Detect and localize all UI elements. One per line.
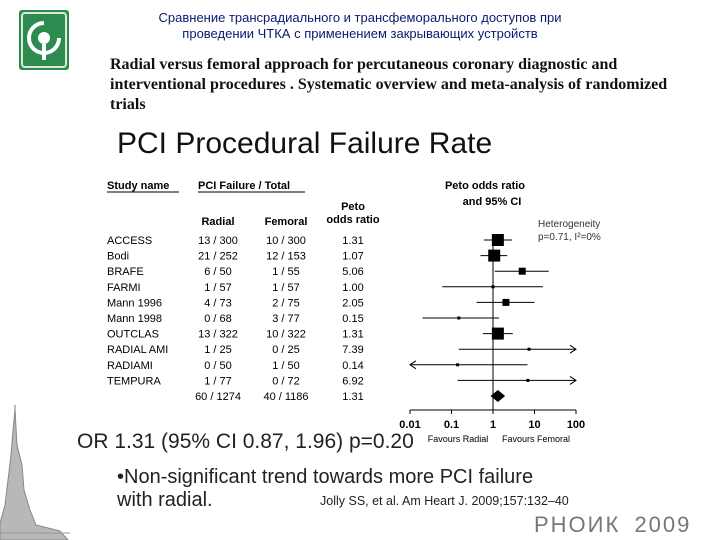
femoral-cell: 2 / 75 <box>272 297 300 309</box>
favours-radial-label: Favours Radial <box>428 434 489 444</box>
slide-title: PCI Procedural Failure Rate <box>117 127 493 160</box>
point-estimate-square <box>527 347 531 351</box>
x-tick-label: 10 <box>528 419 540 431</box>
radial-cell: 0 / 68 <box>204 313 232 325</box>
brand-name: РНОИК <box>534 512 621 537</box>
odds-ratio-summary: OR 1.31 (95% CI 0.87, 1.96) p=0.20 <box>77 430 414 453</box>
point-estimate-square <box>456 363 460 367</box>
brand-year: 2009 <box>634 512 692 537</box>
pooled-diamond <box>490 390 506 402</box>
header-study-name: Study name <box>107 180 169 192</box>
peto-or-cell: 0.14 <box>342 360 363 372</box>
point-estimate-square <box>502 298 510 306</box>
header-radial: Radial <box>201 216 234 228</box>
x-tick-label: 0.1 <box>444 419 459 431</box>
study-name-cell: OUTCLAS <box>107 329 159 341</box>
total-radial-cell: 60 / 1274 <box>195 391 241 403</box>
femoral-cell: 0 / 25 <box>272 344 300 356</box>
conclusion-line-1: •Non-significant trend towards more PCI … <box>117 466 534 488</box>
favours-femoral-label: Favours Femoral <box>502 434 570 444</box>
peto-or-cell: 1.00 <box>342 282 363 294</box>
citation: Jolly SS, et al. Am Heart J. 2009;157:13… <box>320 494 569 508</box>
radial-cell: 13 / 300 <box>198 235 238 247</box>
study-name-cell: BRAFE <box>107 266 144 278</box>
x-axis-ticks: 0.01 0.1 1 10 100 <box>399 410 585 431</box>
russian-title-line-1: Сравнение трансрадиального и трансфемора… <box>158 10 562 25</box>
english-title: Radial versus femoral approach for percu… <box>110 56 668 113</box>
femoral-cell: 10 / 322 <box>266 329 306 341</box>
peto-or-cell: 0.15 <box>342 313 363 325</box>
peto-or-cell: 2.05 <box>342 297 363 309</box>
total-femoral-cell: 40 / 1186 <box>263 391 308 403</box>
peto-or-cell: 7.39 <box>342 344 363 356</box>
radial-cell: 1 / 77 <box>204 375 232 387</box>
ci-arrow-right <box>569 344 577 354</box>
study-name-cell: Mann 1996 <box>107 297 162 309</box>
femoral-cell: 1 / 50 <box>272 360 300 372</box>
conference-brand: РНОИК 2009 <box>534 512 691 538</box>
femoral-cell: 12 / 153 <box>266 251 306 263</box>
study-name-cell: TEMPURA <box>107 375 161 387</box>
study-name-cell: RADIAL AMI <box>107 344 168 356</box>
point-estimate-square <box>491 234 504 246</box>
total-peto-or-cell: 1.31 <box>342 391 363 403</box>
peto-or-cell: 1.31 <box>342 235 363 247</box>
forest-plot: Study name PCI Failure / Total Radial Fe… <box>107 180 601 444</box>
russian-title-line-2: проведении ЧТКА с применением закрывающи… <box>182 26 538 41</box>
study-rows: ACCESS 13 / 300 10 / 300 1.31 Bodi 21 / 252 12… <box>107 235 364 403</box>
point-estimate-square <box>488 249 501 262</box>
point-estimate-square <box>518 267 526 275</box>
study-name-cell: FARMI <box>107 282 141 294</box>
x-tick-label: 1 <box>490 419 496 431</box>
header-pci-failure: PCI Failure / Total <box>198 180 290 192</box>
peto-or-cell: 1.31 <box>342 329 363 341</box>
plot-title-1: Peto odds ratio <box>445 180 525 192</box>
header-femoral: Femoral <box>265 216 308 228</box>
radial-cell: 1 / 57 <box>204 282 232 294</box>
tower-illustration <box>0 405 70 540</box>
ci-arrow-right <box>569 375 577 385</box>
study-name-cell: ACCESS <box>107 235 152 247</box>
heterogeneity-label: Heterogeneity <box>538 219 600 230</box>
conclusion-line-2: with radial. <box>117 489 213 511</box>
femoral-cell: 0 / 72 <box>272 375 300 387</box>
peto-or-cell: 5.06 <box>342 266 363 278</box>
russian-title: Сравнение трансрадиального и трансфемора… <box>80 10 640 42</box>
radial-cell: 13 / 322 <box>198 329 238 341</box>
femoral-cell: 1 / 57 <box>272 282 300 294</box>
point-estimate-square <box>457 316 461 320</box>
plot-title-2: and 95% CI <box>463 196 522 208</box>
x-tick-label: 0.01 <box>399 419 420 431</box>
x-tick-label: 100 <box>567 419 585 431</box>
point-estimate-square <box>491 327 504 340</box>
radial-cell: 4 / 73 <box>204 297 232 309</box>
femoral-cell: 3 / 77 <box>272 313 300 325</box>
conclusion-bullet: •Non-significant trend towards more PCI … <box>117 466 537 512</box>
header-peto-1: Peto <box>341 201 365 213</box>
femoral-cell: 1 / 55 <box>272 266 300 278</box>
radial-cell: 0 / 50 <box>204 360 232 372</box>
femoral-cell: 10 / 300 <box>266 235 306 247</box>
radial-cell: 1 / 25 <box>204 344 232 356</box>
study-name-cell: Mann 1998 <box>107 313 162 325</box>
society-logo-emblem <box>21 12 67 68</box>
heterogeneity-stats: p=0.71, I²=0% <box>538 232 601 243</box>
point-estimate-square <box>526 378 530 382</box>
society-logo <box>19 10 69 70</box>
study-name-cell: RADIAMI <box>107 360 153 372</box>
radial-cell: 6 / 50 <box>204 266 232 278</box>
peto-or-cell: 1.07 <box>342 251 363 263</box>
header-peto-2: odds ratio <box>326 214 379 226</box>
radial-cell: 21 / 252 <box>198 251 238 263</box>
study-name-cell: Bodi <box>107 251 129 263</box>
peto-or-cell: 6.92 <box>342 375 363 387</box>
ci-arrow-left <box>409 360 417 370</box>
